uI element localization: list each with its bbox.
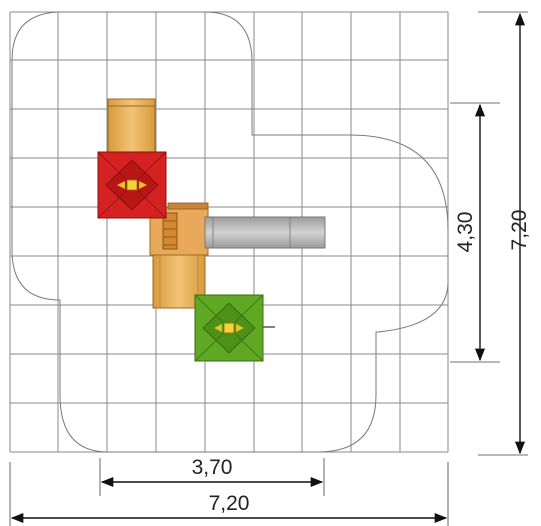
structure-width-label: 3,70 [192,456,233,479]
structure-height-label: 4,30 [454,212,477,253]
total-height-label: 7,20 [508,210,531,251]
extension-lines [9,11,528,526]
safety-zone-outline [11,11,449,453]
playground-structure [97,98,326,362]
dimension-lines [10,12,526,524]
ladder [162,212,178,250]
slide [204,216,326,249]
green-roof-tower [194,294,275,362]
upper-walkway [107,98,156,156]
red-roof-tower [97,151,167,219]
total-width-label: 7,20 [209,492,250,515]
